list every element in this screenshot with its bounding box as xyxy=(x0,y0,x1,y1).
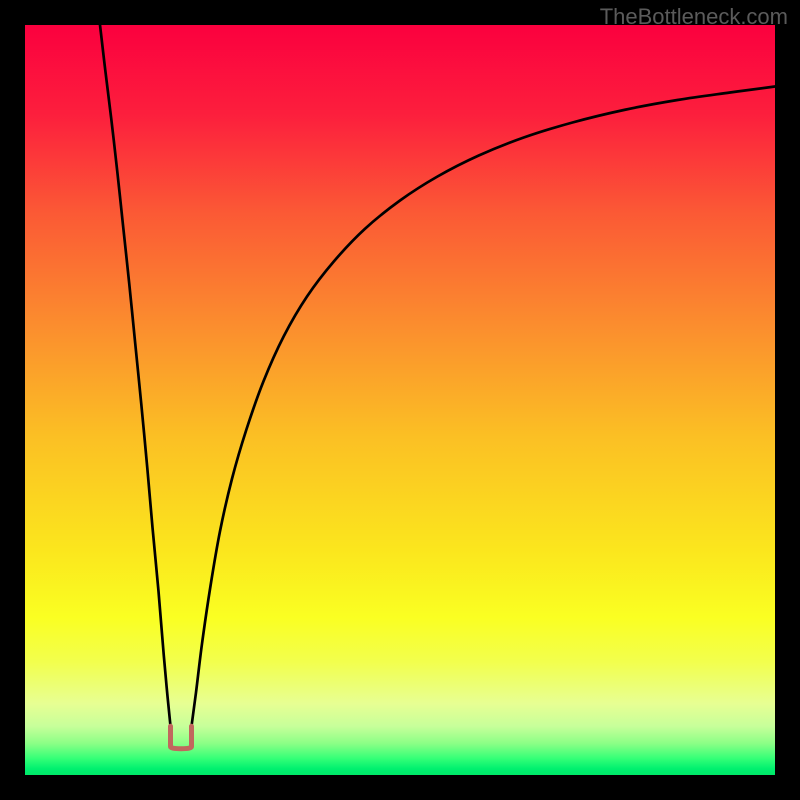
plot-area xyxy=(25,25,775,775)
gradient-background xyxy=(25,25,775,775)
chart-container: TheBottleneck.com xyxy=(0,0,800,800)
chart-svg xyxy=(25,25,775,775)
